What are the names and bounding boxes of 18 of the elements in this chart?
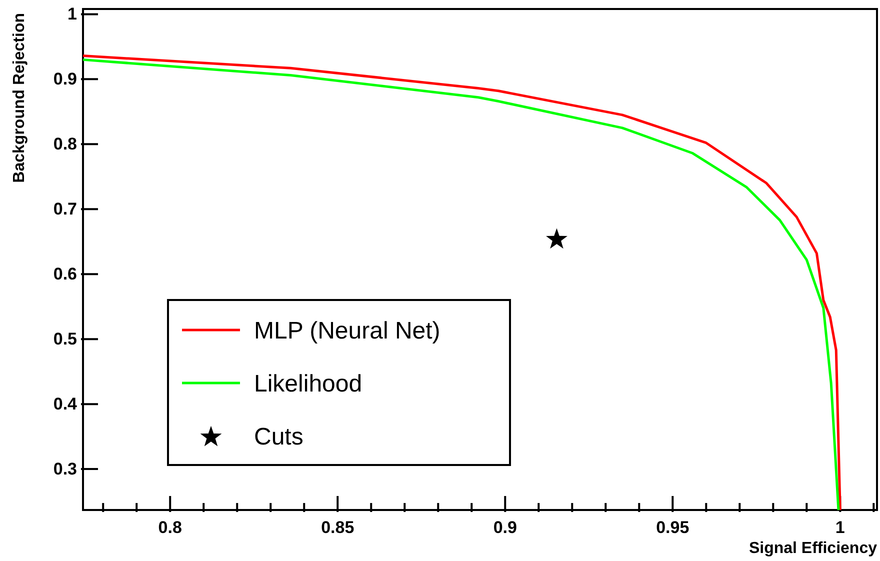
x-tick-label: 0.8 [158, 518, 182, 538]
y-tick-label: 1 [68, 4, 77, 24]
legend-label: MLP (Neural Net) [254, 317, 440, 344]
y-axis-title: Background Rejection [11, 13, 28, 183]
y-tick-label: 0.8 [53, 134, 77, 154]
y-tick-label: 0.7 [53, 200, 77, 219]
y-tick-label: 0.6 [53, 264, 77, 284]
y-tick-label: 0.5 [53, 330, 77, 349]
y-tick-label: 0.9 [53, 70, 77, 89]
legend-label: Likelihood [254, 370, 362, 398]
y-tick-label: 0.3 [53, 460, 77, 478]
x-tick-label: 0.9 [493, 518, 517, 538]
legend-label: Cuts [254, 423, 304, 450]
x-axis-title: Signal Efficiency [748, 540, 878, 557]
x-tick-label: 1 [835, 518, 845, 538]
x-tick-label: 0.95 [656, 518, 690, 538]
y-tick-label: 0.4 [53, 394, 78, 414]
x-tick-label: 0.85 [321, 518, 354, 538]
